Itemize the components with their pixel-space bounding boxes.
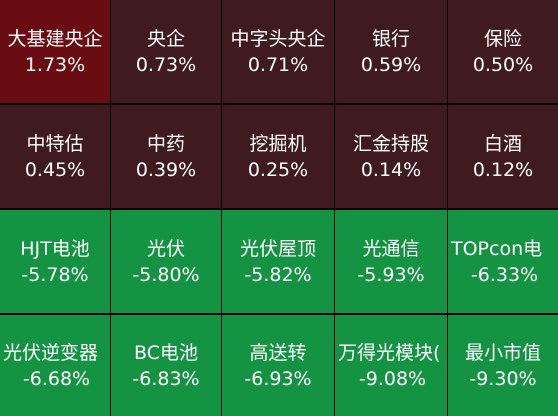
sector-change: -6.93% [244, 367, 312, 390]
sector-tile[interactable]: 央企 0.73% [111, 0, 221, 103]
sector-tile[interactable]: 光伏 -5.80% [111, 210, 221, 313]
sector-name: 汇金持股 [352, 132, 429, 155]
sector-tile[interactable]: 中特估 0.45% [0, 105, 110, 208]
sector-name: 中字头央企 [230, 27, 326, 50]
sector-name: 白酒 [483, 132, 522, 155]
sector-tile[interactable]: TOPcon电 -6.33% [448, 210, 558, 313]
sector-name: 万得光模块( [338, 341, 441, 364]
sector-name: 光伏逆变器 [3, 341, 99, 364]
sector-change: -5.82% [244, 263, 312, 286]
sector-name: 大基建央企 [7, 27, 103, 50]
sector-name: TOPcon电 [451, 237, 543, 260]
sector-change: 0.39% [135, 158, 197, 181]
sector-change: -6.68% [22, 367, 91, 390]
sector-tile[interactable]: 光伏逆变器 -6.68% [0, 315, 110, 416]
sector-tile[interactable]: 挖掘机 0.25% [222, 105, 334, 208]
sector-change: 1.73% [24, 53, 86, 76]
sector-tile[interactable]: 保险 0.50% [448, 0, 558, 103]
sector-tile[interactable]: 中字头央企 0.71% [222, 0, 334, 103]
sector-change: -6.83% [132, 367, 200, 390]
sector-name: 保险 [483, 27, 522, 50]
sector-name: 最小市值 [464, 341, 541, 364]
sector-tile[interactable]: BC电池 -6.83% [111, 315, 221, 416]
sector-tile[interactable]: 汇金持股 0.14% [335, 105, 447, 208]
sector-tile[interactable]: 高送转 -6.93% [222, 315, 334, 416]
sector-name: 高送转 [249, 341, 307, 364]
sector-name: HJT电池 [20, 237, 90, 260]
sector-tile[interactable]: 中药 0.39% [111, 105, 221, 208]
sector-name: BC电池 [134, 341, 198, 364]
sector-change: 0.12% [472, 158, 534, 181]
sector-change: 0.14% [360, 158, 422, 181]
sector-change: -5.78% [21, 263, 89, 286]
sector-name: 银行 [371, 27, 410, 50]
sector-name: 中药 [146, 132, 185, 155]
sector-change: 0.45% [24, 158, 86, 181]
sector-change: -6.33% [470, 263, 539, 286]
sector-change: -5.80% [132, 263, 200, 286]
sector-change: 0.25% [247, 158, 309, 181]
sector-change: -9.08% [358, 367, 427, 390]
sector-change: 0.50% [472, 53, 534, 76]
sector-tile[interactable]: 最小市值 -9.30% [448, 315, 558, 416]
sector-tile[interactable]: 光通信 -5.93% [335, 210, 447, 313]
sector-name: 央企 [146, 27, 185, 50]
sector-name: 光伏 [146, 237, 185, 260]
sector-tile[interactable]: HJT电池 -5.78% [0, 210, 110, 313]
sector-tile[interactable]: 大基建央企 1.73% [0, 0, 110, 103]
sector-tile[interactable]: 万得光模块( -9.08% [335, 315, 447, 416]
sector-change: -9.30% [469, 367, 537, 390]
sector-change: 0.59% [360, 53, 422, 76]
sector-name: 光通信 [362, 237, 420, 260]
sector-tile[interactable]: 银行 0.59% [335, 0, 447, 103]
sector-tile[interactable]: 白酒 0.12% [448, 105, 558, 208]
sector-name: 中特估 [26, 132, 84, 155]
sector-name: 挖掘机 [249, 132, 307, 155]
sector-tile[interactable]: 光伏屋顶 -5.82% [222, 210, 334, 313]
sector-change: 0.73% [135, 53, 197, 76]
sector-name: 光伏屋顶 [239, 237, 316, 260]
sector-change: 0.71% [247, 53, 309, 76]
sector-change: -5.93% [357, 263, 425, 286]
